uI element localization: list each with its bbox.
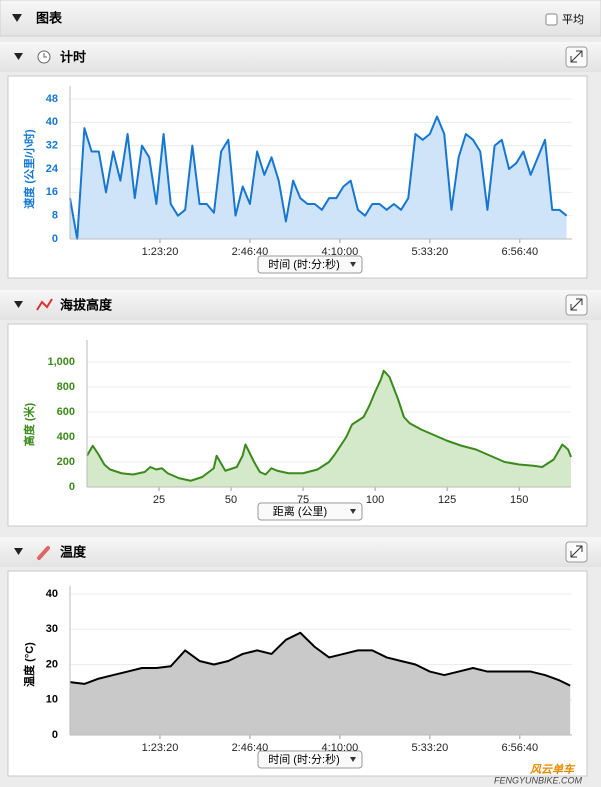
y-tick-label: 40 bbox=[46, 116, 58, 128]
x-tick-label: 1:23:20 bbox=[142, 742, 179, 754]
y-axis-label: 速度 (公里/小时) bbox=[22, 129, 36, 209]
panel-header bbox=[0, 537, 601, 567]
x-tick-label: 2:46:40 bbox=[232, 246, 269, 258]
x-unit-selector[interactable] bbox=[257, 502, 363, 521]
collapse-arrow[interactable] bbox=[14, 301, 23, 308]
data-line bbox=[86, 369, 572, 482]
x-tick-label: 25 bbox=[153, 494, 165, 506]
x-unit-selector[interactable] bbox=[257, 750, 363, 769]
data-line bbox=[69, 115, 568, 240]
x-tick-label: 2:46:40 bbox=[232, 742, 269, 754]
y-tick-label: 10 bbox=[46, 694, 58, 706]
clock-hands bbox=[43, 53, 47, 58]
expand-icon bbox=[570, 50, 583, 63]
dropdown-arrow bbox=[350, 509, 356, 514]
x-tick-label: 100 bbox=[366, 494, 384, 506]
y-tick-label: 20 bbox=[46, 658, 58, 670]
dropdown-arrow bbox=[350, 262, 356, 267]
panel-title: 海拔高度 bbox=[60, 297, 113, 312]
collapse-arrow[interactable] bbox=[14, 53, 23, 60]
chart-box bbox=[7, 323, 588, 527]
x-tick-label: 125 bbox=[438, 494, 456, 506]
y-tick-label: 32 bbox=[46, 140, 58, 152]
y-tick-label: 600 bbox=[57, 406, 75, 418]
x-tick-label: 75 bbox=[297, 494, 309, 506]
collapse-arrow[interactable] bbox=[12, 14, 22, 22]
expand-icon bbox=[570, 545, 583, 558]
y-tick-label: 0 bbox=[52, 233, 58, 245]
dropdown-arrow bbox=[350, 757, 356, 762]
page-title: 图表 bbox=[36, 10, 63, 25]
x-tick-label: 4:10:00 bbox=[322, 246, 359, 258]
y-tick-label: 1,000 bbox=[47, 356, 75, 368]
y-tick-label: 400 bbox=[57, 431, 75, 443]
y-tick-label: 16 bbox=[46, 186, 58, 198]
area-fill bbox=[87, 370, 571, 487]
y-tick-label: 24 bbox=[46, 163, 59, 175]
x-tick-label: 150 bbox=[510, 494, 528, 506]
checkbox-label: 平均 bbox=[562, 13, 584, 26]
x-tick-label: 4:10:00 bbox=[322, 742, 359, 754]
y-axis-label: 高度 (米) bbox=[22, 402, 36, 446]
panel-title: 温度 bbox=[60, 544, 87, 559]
y-tick-label: 8 bbox=[52, 210, 58, 222]
selector-label: 时间 (时:分:秒) bbox=[268, 752, 340, 766]
panel-header bbox=[0, 42, 601, 72]
expand-icon bbox=[570, 298, 583, 311]
y-axis-label: 温度 (°C) bbox=[22, 642, 36, 687]
y-tick-label: 30 bbox=[46, 623, 58, 635]
x-tick-label: 6:56:40 bbox=[501, 246, 538, 258]
panel-1: 计时 时间 (时:分:秒) bbox=[0, 42, 601, 279]
y-tick-label: 800 bbox=[57, 381, 75, 393]
chart-box bbox=[7, 75, 588, 279]
y-tick-label: 200 bbox=[57, 456, 75, 468]
area-fill bbox=[70, 116, 567, 239]
top-bar bbox=[0, 0, 601, 37]
panel-header bbox=[0, 290, 601, 320]
average-checkbox[interactable] bbox=[545, 13, 558, 26]
x-tick-label: 50 bbox=[225, 494, 237, 506]
data-line bbox=[69, 631, 571, 687]
elevation-icon bbox=[36, 298, 53, 311]
x-tick-label: 5:33:20 bbox=[412, 742, 449, 754]
x-tick-label: 5:33:20 bbox=[412, 246, 449, 258]
selector-label: 时间 (时:分:秒) bbox=[268, 257, 340, 271]
selector-label: 距离 (公里) bbox=[273, 504, 327, 518]
collapse-arrow[interactable] bbox=[14, 548, 23, 555]
watermark-name: 风云单车 bbox=[529, 763, 576, 776]
panel-title: 计时 bbox=[60, 49, 86, 64]
y-tick-label: 48 bbox=[46, 93, 58, 105]
y-tick-label: 40 bbox=[46, 588, 58, 600]
x-tick-label: 1:23:20 bbox=[142, 246, 179, 258]
thermometer-icon bbox=[37, 546, 50, 560]
x-unit-selector[interactable] bbox=[257, 255, 363, 274]
y-tick-label: 0 bbox=[52, 729, 58, 741]
panel-2: 海拔高度 距离 (公里) bbox=[0, 290, 601, 527]
x-tick-label: 6:56:40 bbox=[501, 742, 538, 754]
watermark-url: FENGYUNBIKE.COM bbox=[494, 775, 583, 785]
y-tick-label: 0 bbox=[69, 481, 75, 493]
